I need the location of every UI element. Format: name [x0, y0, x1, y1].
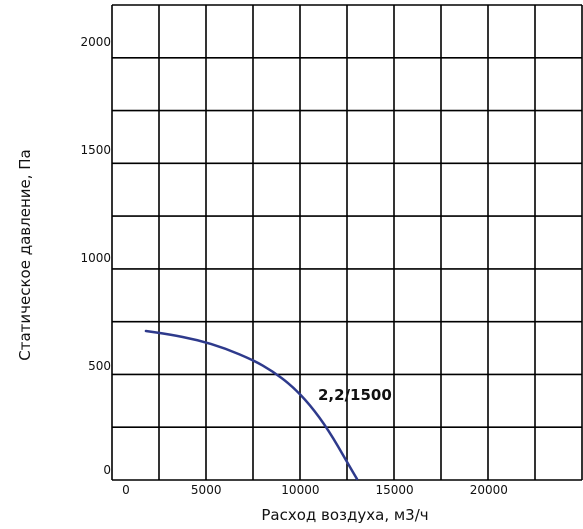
x-tick-label: 20000 — [470, 483, 508, 497]
chart-grid — [111, 4, 583, 481]
y-tick-label: 2000 — [80, 35, 111, 49]
y-axis-ticks: 0 500 1000 1500 2000 — [80, 35, 111, 477]
x-tick-label: 5000 — [191, 483, 222, 497]
y-tick-label: 1000 — [80, 251, 111, 265]
series-line — [144, 329, 359, 481]
y-tick-label: 1500 — [80, 143, 111, 157]
x-axis-label: Расход воздуха, м3/ч — [261, 506, 428, 524]
x-tick-label: 15000 — [376, 483, 414, 497]
x-axis-ticks: 0 5000 10000 15000 20000 — [122, 483, 508, 497]
chart-series-group — [144, 329, 359, 481]
y-tick-label: 0 — [103, 463, 111, 477]
x-tick-label: 10000 — [281, 483, 319, 497]
y-tick-label: 500 — [88, 359, 111, 373]
x-tick-label: 0 — [122, 483, 130, 497]
y-axis-label: Статическое давление, Па — [16, 149, 34, 360]
series-label: 2,2/1500 — [318, 386, 392, 404]
